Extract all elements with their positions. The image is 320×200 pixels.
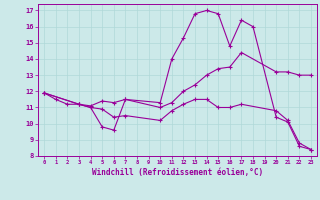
- X-axis label: Windchill (Refroidissement éolien,°C): Windchill (Refroidissement éolien,°C): [92, 168, 263, 177]
